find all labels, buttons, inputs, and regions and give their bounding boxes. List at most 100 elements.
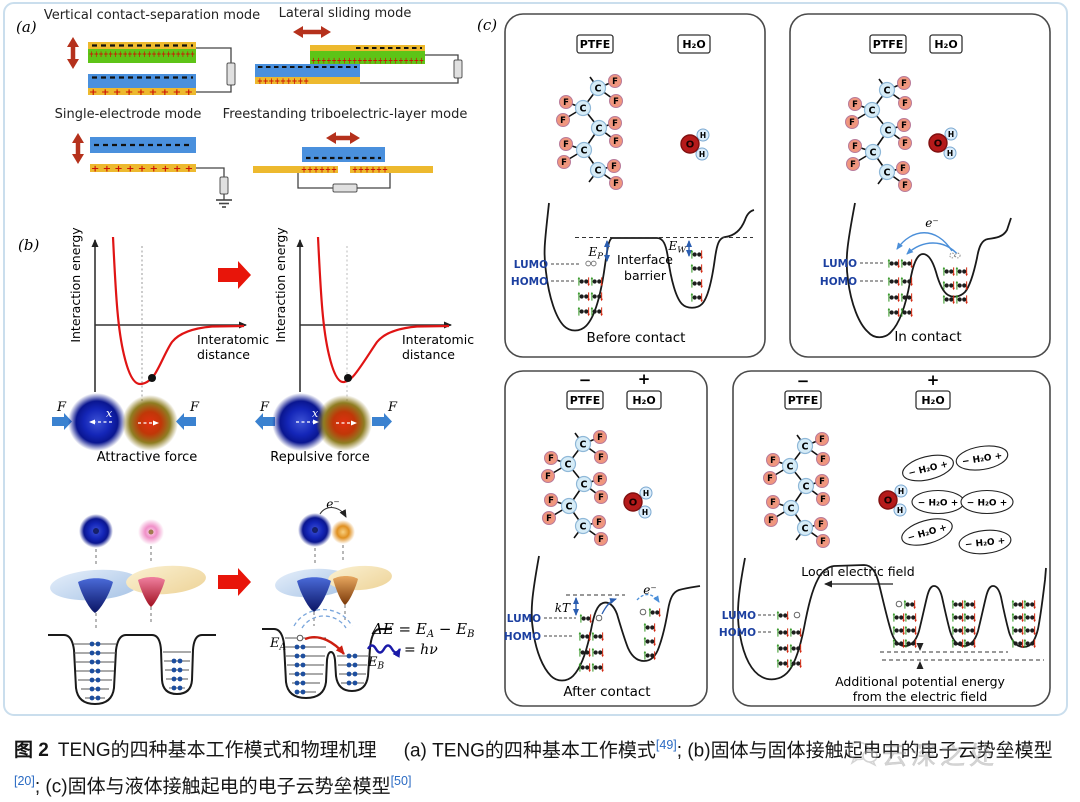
subpanel-before-contact: PTFE H₂O EP EW LUMO HOMO Interface barri… xyxy=(504,13,766,358)
electron-label: e⁻ xyxy=(643,583,656,597)
svg-text:++++++: ++++++ xyxy=(352,166,388,176)
panel-a-working-modes: (a) Vertical contact-separation mode +++… xyxy=(16,6,468,208)
electron-label: e⁻ xyxy=(925,216,938,230)
h2o-tag: H₂O xyxy=(934,38,957,51)
lumo-label: LUMO xyxy=(507,613,541,625)
resistor xyxy=(226,62,236,86)
panel-c-solid-liquid-model: (c) PTFE H₂O EP EW LUMO HOMO Interface b… xyxy=(477,13,1051,707)
homo-label: HOMO xyxy=(719,627,756,639)
energy-ea-label: EA xyxy=(269,636,287,653)
photon-wave-icon xyxy=(366,644,402,658)
svg-text:++++++++++++++++++++++: ++++++++++++++++++++++ xyxy=(311,57,424,67)
in-contact-caption: In contact xyxy=(894,329,961,345)
photon-energy-label: = hν xyxy=(404,642,438,658)
lateral-mode-title: Lateral sliding mode xyxy=(279,6,412,21)
svg-text:++++++++++++++++++++++: ++++++++++++++++++++++ xyxy=(89,50,195,60)
caption-title: TENG的四种基本工作模式和物理机理 xyxy=(57,740,377,762)
caption-separator: ; xyxy=(34,776,46,798)
ew-label: EW xyxy=(667,239,687,256)
freestanding-mode-title: Freestanding triboelectric-layer mode xyxy=(223,107,468,122)
force-arrow-right xyxy=(52,413,72,430)
lateral-mode-diagram: ++++++++++++++++++++++ +++++++++ xyxy=(255,26,463,87)
caption-part-a: (a) TENG的四种基本工作模式 xyxy=(403,740,656,762)
y-axis-label: Interaction energy xyxy=(68,227,83,343)
force-arrow-left xyxy=(176,413,196,430)
y-axis-label: Interaction energy xyxy=(273,227,288,343)
h2o-tag: H₂O xyxy=(921,394,944,407)
single-electrode-title: Single-electrode mode xyxy=(55,107,202,122)
transition-arrow-icon xyxy=(218,261,251,289)
interface-barrier-label-2: barrier xyxy=(624,268,667,283)
homo-label: HOMO xyxy=(504,631,541,643)
x-axis-label-2: distance xyxy=(197,347,250,362)
x-axis-label-1: Interatomic xyxy=(197,332,269,347)
x-displacement-label: x xyxy=(106,407,113,420)
figure-outer-border xyxy=(3,2,1068,716)
transition-arrow-icon xyxy=(218,568,251,596)
subpanel-in-contact: PTFE H₂O e⁻ LUMO HOMO In contact xyxy=(789,13,1051,358)
potential-curve xyxy=(845,202,1012,339)
freestanding-mode-diagram: ++++++ ++++++ xyxy=(253,132,433,193)
ground-symbol xyxy=(216,199,232,208)
force-label: F xyxy=(56,400,67,415)
resistor xyxy=(332,183,358,193)
potential-funnel-shallow xyxy=(138,577,165,607)
energy-eb-label: EB xyxy=(367,655,385,672)
caption-figure-number: 图 2 xyxy=(14,740,49,762)
positive-sign: + xyxy=(927,371,940,389)
electron-cloud-after: e⁻ xyxy=(275,497,392,626)
lumo-label: LUMO xyxy=(823,258,857,270)
negative-sign: − xyxy=(579,371,592,389)
additional-energy-note-1: Additional potential energy xyxy=(835,674,1005,689)
resistor xyxy=(453,59,463,79)
caption-separator: ; xyxy=(676,740,688,762)
attractive-energy-graph: Interaction energy Interatomic distance … xyxy=(52,227,269,465)
svg-text:++++++: ++++++ xyxy=(301,166,337,176)
potential-curve xyxy=(737,557,1047,681)
before-contact-caption: Before contact xyxy=(587,330,686,346)
x-displacement-label: x xyxy=(312,407,319,420)
caption-ref-20: [20] xyxy=(14,774,35,789)
ep-label: EP xyxy=(588,245,604,262)
vertical-mode-title: Vertical contact-separation mode xyxy=(44,8,260,23)
x-axis-label-2: distance xyxy=(402,347,455,362)
caption-ref-49: [49] xyxy=(655,738,677,752)
h2o-tag: H₂O xyxy=(632,394,655,407)
ptfe-tag: PTFE xyxy=(580,38,611,51)
potential-funnel-deep xyxy=(78,578,113,613)
caption-ref-50: [50] xyxy=(390,774,412,789)
equilibrium-dot xyxy=(148,374,156,382)
force-label: F xyxy=(387,400,398,415)
additional-energy-note-2: from the electric field xyxy=(853,689,988,704)
negative-sign: − xyxy=(797,372,810,390)
atom-blue xyxy=(68,393,126,451)
panel-b-physical-mechanism: (b) Interaction energy Interatomic dista… xyxy=(18,227,475,706)
resistor xyxy=(219,176,229,195)
panel-c-label: (c) xyxy=(477,16,497,34)
subpanel-electric-field: − + PTFE H₂O Local electric field LUMO H… xyxy=(719,370,1051,707)
force-label: F xyxy=(189,400,200,415)
equilibrium-dot xyxy=(344,374,352,382)
force-arrow-left xyxy=(255,413,275,430)
interface-barrier-label-1: Interface xyxy=(617,252,673,267)
h2o-tag: H₂O xyxy=(682,38,705,51)
positive-sign: + xyxy=(638,370,651,388)
kt-label: kT xyxy=(555,601,571,615)
svg-text:+ + + + + + + + +: + + + + + + + + + xyxy=(91,165,193,175)
repulsive-energy-graph: Interaction energy Interatomic distance … xyxy=(255,227,474,465)
after-contact-caption: After contact xyxy=(563,684,650,700)
double-well-before xyxy=(48,634,216,706)
attractive-force-caption: Attractive force xyxy=(97,450,198,465)
single-electrode-diagram: + + + + + + + + + xyxy=(72,133,232,208)
homo-label: HOMO xyxy=(511,276,548,288)
double-well-after: EA EB ΔE = EA − EB = hν xyxy=(262,608,475,700)
panel-b-label: (b) xyxy=(18,236,39,254)
energy-difference-formula: ΔE = EA − EB xyxy=(371,620,475,640)
figure-graphics: C C C C C F F F F F F F F F F xyxy=(3,2,1068,716)
potential-curve xyxy=(530,555,701,682)
panel-a-label: (a) xyxy=(16,18,37,36)
subpanel-after-contact: − + PTFE H₂O kT LUMO HOMO e⁻ After conta… xyxy=(504,370,708,707)
vertical-mode-diagram: ++++++++++++++++++++++ + + + + + + + + + xyxy=(67,37,236,98)
svg-text:+ + + + + + + + +: + + + + + + + + + xyxy=(89,88,193,98)
